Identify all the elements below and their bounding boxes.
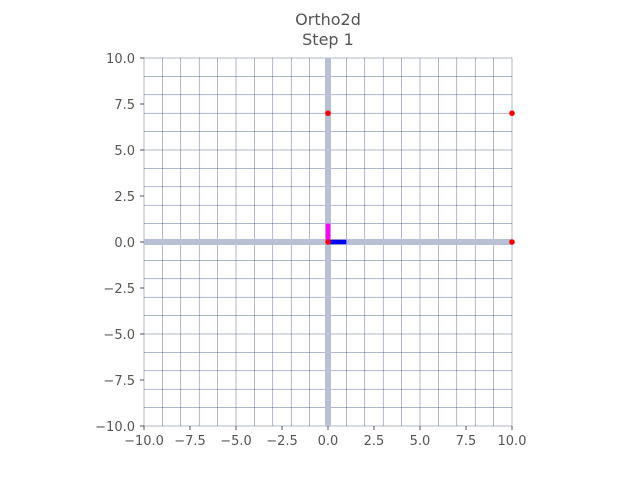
data-point [325, 110, 331, 116]
y-tick-label: −5.0 [103, 328, 135, 343]
x-tick-label: −5.0 [220, 434, 252, 449]
x-tick-label: 0.0 [318, 434, 339, 449]
title-text: Ortho2d [295, 10, 361, 29]
x-tick-label: 5.0 [410, 434, 431, 449]
x-tick-label: −2.5 [266, 434, 298, 449]
chart-title: Ortho2d Step 1 [0, 10, 640, 50]
y-tick-label: 5.0 [114, 144, 135, 159]
data-point [509, 239, 515, 245]
y-tick-label: 0.0 [114, 236, 135, 251]
x-tick-label: −10.0 [124, 434, 164, 449]
x-tick-label: 2.5 [364, 434, 385, 449]
y-tick-label: 7.5 [114, 98, 135, 113]
y-tick-label: 2.5 [114, 190, 135, 205]
x-tick-label: −7.5 [174, 434, 206, 449]
y-tick-label: 10.0 [106, 52, 135, 67]
tick-labels: −10.0 −7.5 −5.0 −2.5 0.0 2.5 5.0 7.5 10.0 10.0 7.5… [95, 52, 526, 449]
y-tick-label: −7.5 [103, 374, 135, 389]
x-tick-label: 10.0 [498, 434, 527, 449]
data-point [509, 110, 515, 116]
data-point [325, 239, 331, 245]
y-tick-label: −2.5 [103, 282, 135, 297]
y-tick-label: −10.0 [95, 420, 135, 435]
marks [325, 110, 515, 245]
subtitle-text: Step 1 [302, 30, 354, 49]
x-tick-label: 7.5 [456, 434, 477, 449]
